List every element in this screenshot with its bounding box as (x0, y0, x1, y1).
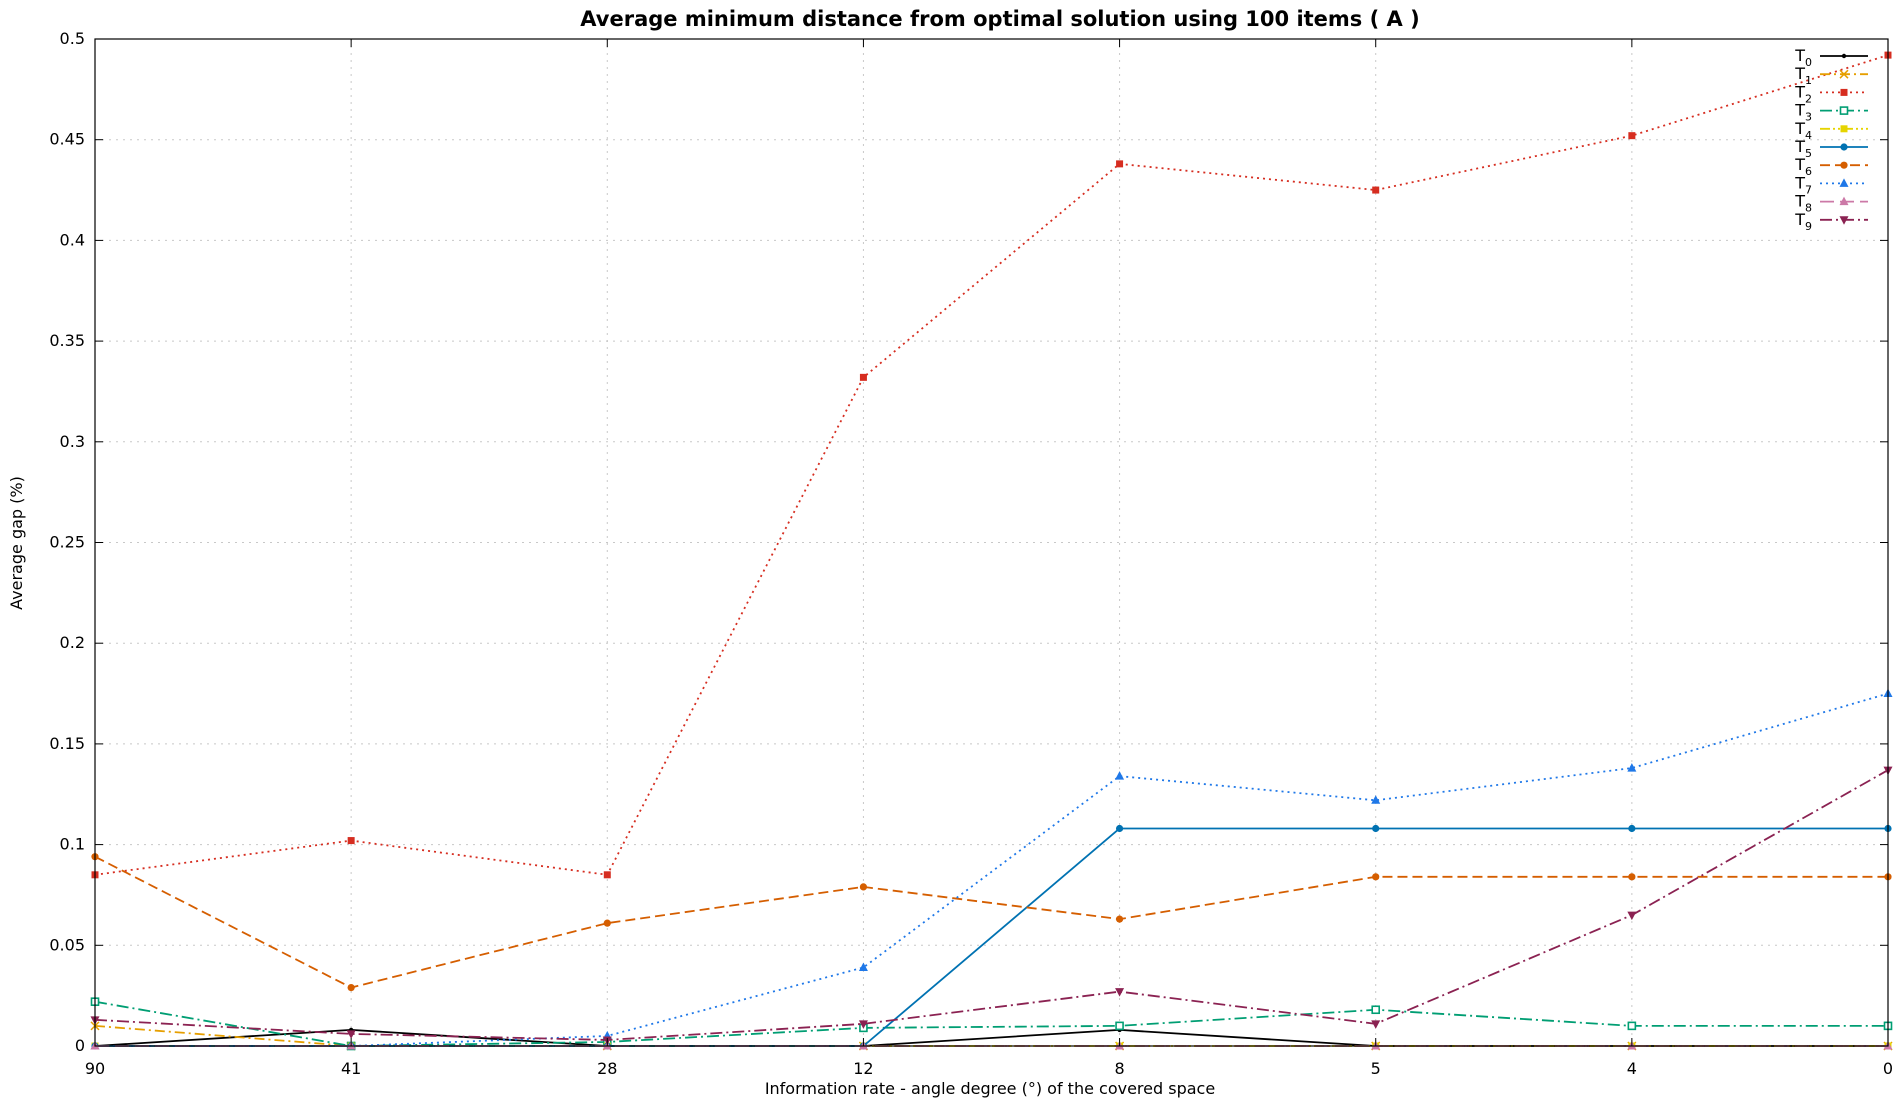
data-point (1115, 771, 1125, 780)
y-tick-label: 0.2 (60, 633, 85, 652)
series-line (94, 1000, 1888, 1047)
x-tick-label: 8 (1114, 1059, 1124, 1078)
x-tick-label: 12 (853, 1059, 873, 1078)
data-point (1627, 911, 1637, 921)
y-tick-label: 0.1 (60, 835, 85, 854)
data-point (1839, 178, 1849, 187)
series-T5 (91, 824, 1892, 1050)
series-T8 (90, 1041, 1893, 1050)
data-point (858, 1020, 868, 1029)
data-point (1628, 132, 1636, 140)
data-point (859, 883, 868, 891)
data-point (1840, 88, 1848, 96)
series-line (95, 692, 1889, 1047)
data-point (859, 373, 867, 381)
data-point (858, 962, 868, 971)
series-line (94, 1028, 1888, 1047)
data-point (1371, 1005, 1381, 1015)
x-axis-label: Information rate - angle degree (°) of t… (765, 1079, 1215, 1098)
data-point (1115, 988, 1125, 997)
series-lines (90, 51, 1893, 1051)
data-point (603, 871, 611, 879)
y-tick-label: 0 (75, 1036, 85, 1055)
y-tick-label: 0.3 (60, 432, 85, 451)
y-tick-label: 0.15 (49, 734, 85, 753)
y-tick-label: 0.25 (49, 533, 85, 552)
series-T9 (90, 766, 1893, 1045)
data-point (1839, 196, 1849, 206)
data-point (347, 983, 355, 992)
series-line (94, 769, 1889, 1041)
data-point (1839, 216, 1849, 225)
x-tick-label: 5 (1371, 1059, 1381, 1078)
data-point (1372, 186, 1380, 194)
series-line (94, 54, 1889, 876)
data-point (603, 919, 611, 927)
grid-lines (95, 39, 1888, 1046)
data-point (1627, 763, 1637, 772)
y-tick-label: 0.05 (49, 935, 85, 954)
x-tick-label: 4 (1627, 1059, 1637, 1078)
series-line (94, 855, 1888, 989)
data-point (1372, 824, 1380, 833)
data-point (1841, 53, 1847, 59)
x-tick-label: 41 (341, 1059, 361, 1078)
data-point (346, 1030, 356, 1039)
data-point (1371, 795, 1381, 804)
data-point (1115, 915, 1124, 923)
data-point (1628, 873, 1636, 881)
data-point (1372, 873, 1380, 881)
data-point (1839, 106, 1849, 115)
data-point (1627, 1021, 1637, 1031)
series-T7 (90, 688, 1893, 1050)
data-point (1116, 160, 1124, 168)
legend-entry: T0 (1794, 46, 1868, 69)
x-tick-label: 90 (85, 1059, 105, 1078)
series-T6 (91, 853, 1892, 992)
data-point (1840, 125, 1848, 133)
x-tick-label: 28 (597, 1059, 617, 1078)
data-point (1628, 824, 1636, 833)
data-point (1840, 143, 1848, 151)
series-line (95, 827, 1888, 1047)
data-point (1371, 1020, 1381, 1029)
chart-title: Average minimum distance from optimal so… (580, 7, 1419, 31)
series-T2 (91, 51, 1892, 879)
data-point (347, 837, 355, 845)
x-tick-label: 0 (1883, 1059, 1893, 1078)
y-tick-label: 0.35 (49, 331, 85, 350)
axis-ticks: 00.050.10.150.20.250.30.350.40.450.590 41… (49, 29, 1893, 1078)
y-tick-label: 0.45 (49, 130, 85, 149)
data-point (1115, 1021, 1124, 1031)
data-point (1839, 69, 1849, 79)
y-tick-label: 0.4 (60, 230, 85, 249)
data-point (1115, 824, 1124, 833)
series-line (94, 1024, 1888, 1047)
series-T3 (90, 997, 1893, 1051)
data-point (1840, 161, 1848, 169)
y-tick-label: 0.5 (60, 29, 85, 48)
y-axis-label: Average gap (%) (7, 476, 26, 610)
